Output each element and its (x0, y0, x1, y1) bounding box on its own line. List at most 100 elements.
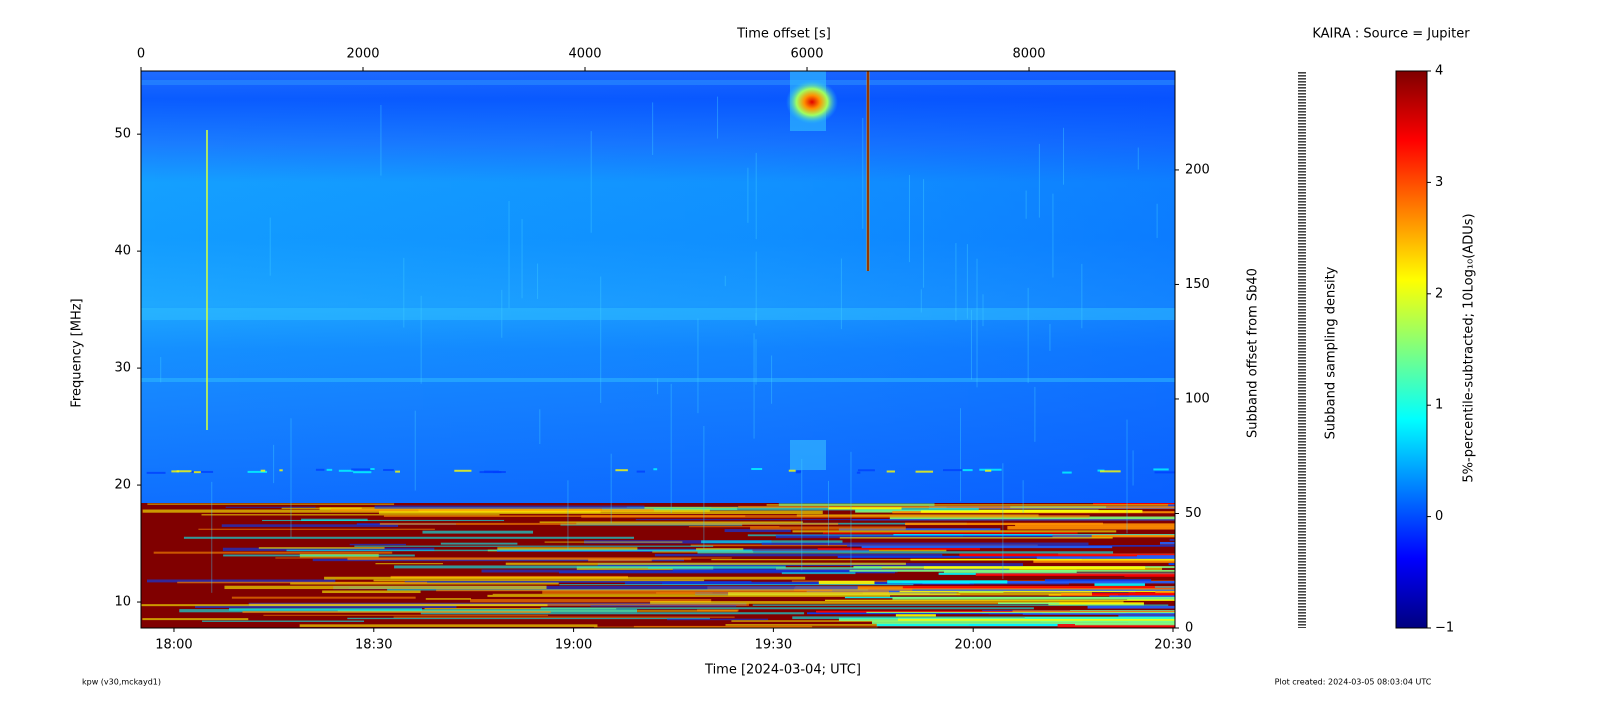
texture (440, 542, 518, 545)
texture (886, 470, 895, 473)
texture (653, 468, 658, 471)
texture (1034, 386, 1036, 442)
texture (1002, 463, 1004, 580)
texture (703, 425, 705, 550)
texture (1022, 480, 1024, 513)
texture (838, 528, 1001, 531)
texture (1132, 450, 1134, 486)
texture (146, 471, 166, 474)
texture (420, 612, 805, 615)
colorbar-label: 5%-percentile-subtracted; 10Log₁₀(ADUs) (1462, 213, 1477, 482)
texture (393, 616, 735, 618)
texture (761, 542, 1089, 546)
texture (601, 507, 979, 511)
footer-left: kpw (v30,mckayd1) (82, 678, 161, 687)
texture (755, 313, 757, 325)
texture (670, 383, 672, 513)
texture (160, 357, 162, 383)
texture (260, 469, 266, 472)
texture (378, 510, 823, 515)
texture (1154, 586, 1175, 588)
texture (1168, 563, 1175, 566)
texture (414, 410, 416, 491)
texture (861, 545, 1113, 549)
colorbar-tick-label: 4 (1435, 64, 1443, 79)
texture (242, 611, 551, 614)
texture (970, 309, 972, 380)
texture (559, 584, 914, 586)
texture (470, 599, 712, 603)
texture (755, 152, 757, 240)
texture (420, 295, 422, 384)
texture (905, 522, 1103, 526)
texture (696, 548, 744, 551)
texture (590, 131, 592, 233)
texture (508, 200, 510, 309)
texture (667, 618, 769, 621)
texture (1038, 143, 1040, 218)
texture (1156, 203, 1158, 239)
texture (975, 573, 1175, 576)
texture (537, 263, 539, 299)
texture (915, 470, 934, 473)
texture (923, 179, 925, 288)
texture (338, 469, 354, 472)
y2-tick-label: 0 (1185, 621, 1193, 636)
texture (425, 598, 472, 600)
texture (876, 623, 1175, 627)
texture (222, 547, 435, 551)
texture (738, 505, 1175, 509)
texture (822, 532, 1078, 534)
texture (960, 408, 962, 502)
texture (837, 555, 1175, 558)
texture (492, 593, 961, 595)
texture (902, 580, 1175, 584)
texture (403, 257, 405, 328)
texture (322, 590, 421, 594)
texture (195, 605, 457, 608)
texture (817, 548, 980, 550)
texture (484, 470, 499, 473)
texture (183, 536, 635, 539)
texture (424, 608, 617, 610)
y2-tick-label: 50 (1185, 506, 1202, 521)
texture (899, 590, 1175, 593)
texture (1168, 504, 1175, 508)
texture (153, 551, 393, 554)
texture (1094, 582, 1145, 586)
x2-tick-label: 6000 (790, 47, 823, 62)
texture (273, 444, 275, 484)
texture (1137, 147, 1139, 170)
texture (849, 569, 1175, 572)
colorbar-tick-label: 1 (1435, 398, 1443, 413)
texture (755, 251, 757, 326)
texture (1087, 605, 1175, 609)
texture (979, 468, 1002, 471)
texture (263, 614, 549, 616)
texture (897, 617, 1175, 621)
texture (889, 516, 1175, 520)
texture (290, 418, 292, 538)
texture (1169, 539, 1175, 541)
texture (839, 537, 1113, 539)
y-tick-label: 40 (114, 244, 131, 259)
texture (827, 480, 829, 546)
texture (179, 609, 638, 613)
texture (711, 507, 1175, 509)
texture (697, 609, 739, 612)
texture (333, 586, 858, 590)
texture (380, 104, 382, 176)
texture (751, 468, 763, 471)
texture (201, 514, 500, 516)
texture (801, 458, 803, 571)
texture (796, 470, 802, 473)
texture (962, 469, 973, 472)
texture (850, 451, 852, 570)
texture (600, 276, 602, 403)
x-axis-label: Time [2024-03-04; UTC] (704, 663, 861, 678)
texture (176, 470, 192, 473)
texture (324, 576, 806, 580)
colorbar-tick-label: −1 (1435, 621, 1454, 636)
texture (1027, 287, 1029, 384)
texture (1036, 556, 1175, 559)
